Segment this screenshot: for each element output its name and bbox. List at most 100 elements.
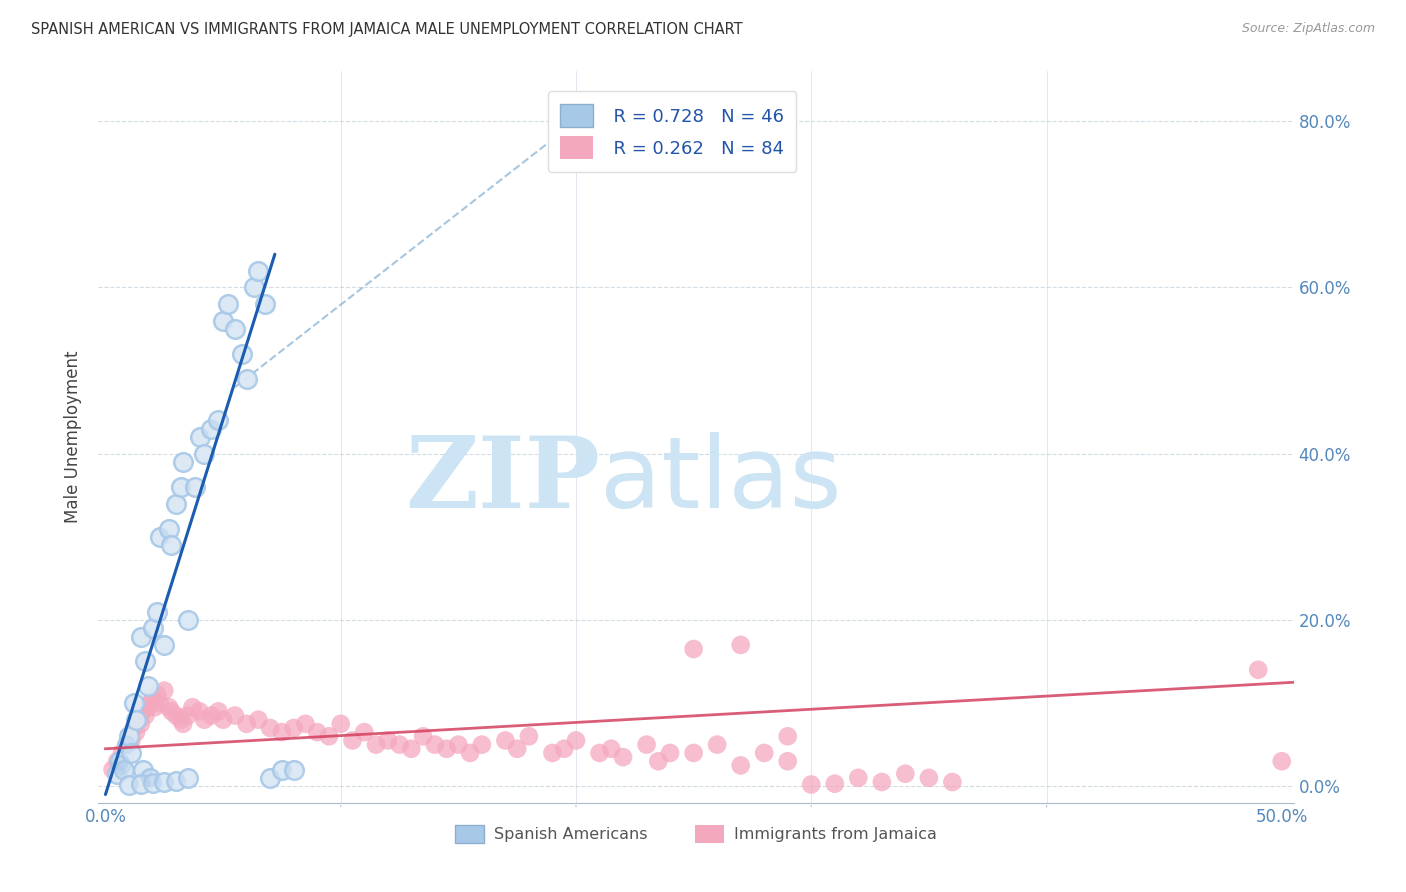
Point (165, 497, 187, 511)
Point (458, 746, 481, 760)
Point (165, 497, 187, 511)
Point (125, 713, 148, 727)
Point (118, 729, 141, 743)
Point (157, 521, 180, 535)
Point (157, 521, 180, 535)
Point (170, 480, 193, 494)
Point (115, 738, 138, 752)
Point (217, 297, 239, 311)
Point (754, 746, 776, 760)
Point (259, 771, 281, 785)
Point (115, 738, 138, 752)
Point (235, 372, 257, 386)
Point (177, 613, 200, 627)
Point (129, 716, 152, 731)
Point (165, 774, 187, 789)
Point (259, 721, 281, 735)
Point (565, 733, 588, 747)
Point (254, 297, 277, 311)
Text: Source: ZipAtlas.com: Source: ZipAtlas.com (1241, 22, 1375, 36)
Point (494, 733, 516, 747)
Point (706, 738, 728, 752)
Point (682, 642, 704, 657)
Point (120, 746, 142, 760)
Point (134, 708, 156, 723)
Point (127, 713, 149, 727)
Point (153, 775, 176, 789)
Point (153, 683, 176, 698)
Point (112, 763, 135, 777)
Point (181, 700, 204, 714)
Point (193, 447, 215, 461)
Point (224, 322, 246, 336)
Point (647, 754, 669, 768)
Point (436, 741, 458, 756)
Point (129, 777, 152, 791)
Text: atlas: atlas (600, 433, 842, 530)
Point (207, 413, 229, 427)
Point (506, 741, 529, 756)
Point (172, 716, 194, 731)
Point (776, 754, 799, 768)
Point (217, 297, 239, 311)
Point (659, 746, 682, 760)
Point (941, 775, 963, 789)
Point (170, 480, 193, 494)
Point (423, 738, 446, 752)
Point (271, 763, 294, 777)
Point (193, 447, 215, 461)
Point (136, 680, 159, 694)
Point (730, 638, 752, 652)
Point (235, 716, 257, 731)
Point (141, 776, 163, 790)
Point (247, 264, 270, 278)
Point (588, 746, 610, 760)
Point (200, 422, 222, 436)
Point (447, 738, 470, 752)
Point (388, 738, 411, 752)
Point (165, 708, 187, 723)
Point (188, 705, 211, 719)
Point (132, 763, 155, 777)
Point (177, 771, 200, 785)
Point (212, 314, 235, 328)
Point (1271, 754, 1294, 768)
Point (224, 322, 246, 336)
Point (188, 430, 211, 444)
Point (129, 777, 152, 791)
Point (141, 621, 163, 635)
Point (146, 605, 169, 619)
Point (122, 696, 145, 710)
Point (136, 680, 159, 694)
Point (157, 700, 180, 714)
Point (118, 778, 141, 792)
Point (153, 775, 176, 789)
Point (122, 721, 145, 735)
Point (177, 708, 200, 723)
Point (118, 729, 141, 743)
Point (242, 280, 264, 294)
Point (342, 733, 364, 747)
Point (160, 538, 183, 552)
Point (600, 741, 623, 756)
Text: ZIP: ZIP (405, 433, 600, 530)
Point (212, 713, 235, 727)
Point (112, 750, 135, 764)
Point (111, 746, 134, 760)
Point (146, 688, 169, 702)
Point (134, 655, 156, 669)
Point (283, 721, 305, 735)
Point (283, 763, 305, 777)
Point (149, 530, 172, 544)
Point (129, 630, 152, 644)
Point (329, 716, 352, 731)
Point (184, 480, 207, 494)
Point (136, 700, 159, 714)
Point (141, 776, 163, 790)
Point (200, 422, 222, 436)
Point (254, 297, 277, 311)
Point (120, 746, 142, 760)
Point (101, 763, 124, 777)
Point (139, 771, 162, 785)
Point (353, 725, 375, 739)
